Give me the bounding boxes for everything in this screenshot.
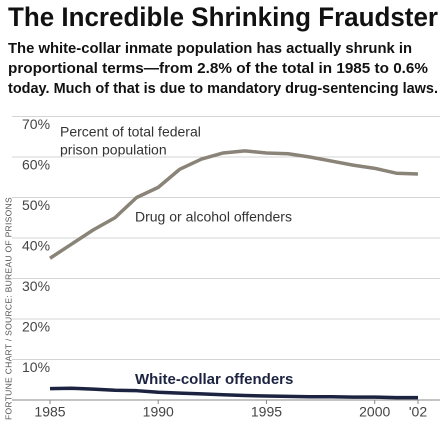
- x-tick-label: 1990: [143, 404, 174, 420]
- subtitle: The white-collar inmate population has a…: [8, 41, 412, 57]
- series-label: Drug or alcohol offenders: [135, 209, 292, 225]
- y-tick-label: 20%: [22, 319, 50, 335]
- x-tick-label: 2000: [359, 404, 390, 420]
- series-label: White-collar offenders: [135, 371, 293, 388]
- chart-title: The Incredible Shrinking Fraudster: [8, 2, 438, 32]
- subtitle: proportional terms—from 2.8% of the tota…: [8, 61, 428, 77]
- y-tick-label: 50%: [22, 197, 50, 213]
- y-axis-label: prison population: [60, 142, 167, 158]
- y-axis-label: Percent of total federal: [60, 124, 201, 140]
- y-tick-label: 60%: [22, 157, 50, 173]
- source: FORTUNE CHART / SOURCE: BUREAU OF PRISON…: [3, 197, 13, 420]
- subtitle: today. Much of that is due to mandatory …: [8, 81, 438, 97]
- x-tick-label: 1985: [34, 404, 65, 420]
- x-tick-label: '02: [409, 404, 427, 420]
- y-tick-label: 40%: [22, 238, 50, 254]
- y-tick-label: 30%: [22, 278, 50, 294]
- series-line: [49, 386, 418, 400]
- series-line: [49, 149, 419, 260]
- x-tick-label: 1995: [251, 404, 282, 420]
- y-tick-label: 10%: [22, 359, 50, 375]
- y-tick-label: 70%: [22, 116, 50, 132]
